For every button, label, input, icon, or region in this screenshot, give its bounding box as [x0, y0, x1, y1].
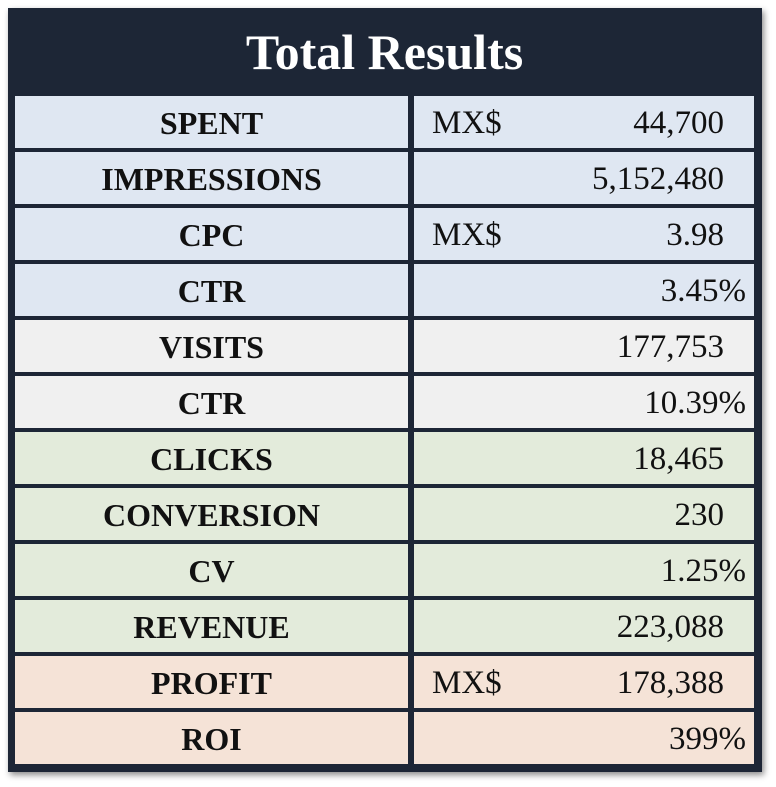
- table-row: SPENT MX$ 44,700: [15, 96, 754, 148]
- row-label: CTR: [15, 376, 408, 428]
- row-label: REVENUE: [15, 600, 408, 652]
- row-group: VISITS 177,753 CTR 10.39%: [15, 320, 754, 428]
- table-row: CPC MX$ 3.98: [15, 208, 754, 260]
- value-cell: 5,152,480: [414, 152, 754, 204]
- value-cell: 1.25%: [414, 544, 754, 596]
- table-row: PROFIT MX$ 178,388: [15, 656, 754, 708]
- table-row: CONVERSION 230: [15, 488, 754, 540]
- table-row: CTR 3.45%: [15, 264, 754, 316]
- value: 44,700: [633, 105, 724, 141]
- value: 178,388: [616, 665, 724, 701]
- value-cell: 10.39%: [414, 376, 754, 428]
- value-cell: 3.45%: [414, 264, 754, 316]
- row-label: CV: [15, 544, 408, 596]
- table-row: CTR 10.39%: [15, 376, 754, 428]
- value-cell: 230: [414, 488, 754, 540]
- row-label: IMPRESSIONS: [15, 152, 408, 204]
- row-label: CPC: [15, 208, 408, 260]
- table-row: VISITS 177,753: [15, 320, 754, 372]
- row-group: CLICKS 18,465 CONVERSION 230 CV 1.25% REVENUE 2…: [15, 432, 754, 652]
- currency: MX$: [432, 665, 502, 701]
- value: 18,465: [633, 441, 724, 477]
- value-cell: 223,088: [414, 600, 754, 652]
- value-cell: MX$ 3.98: [414, 208, 754, 260]
- value: 230: [674, 497, 725, 533]
- row-group: PROFIT MX$ 178,388 ROI 399%: [15, 656, 754, 764]
- value-cell: MX$ 44,700: [414, 96, 754, 148]
- currency: MX$: [432, 105, 502, 141]
- row-label: PROFIT: [15, 656, 408, 708]
- value: 177,753: [616, 329, 724, 365]
- value: 3.98: [666, 217, 724, 253]
- currency: MX$: [432, 217, 502, 253]
- table-row: CLICKS 18,465: [15, 432, 754, 484]
- value-cell: 177,753: [414, 320, 754, 372]
- row-label: ROI: [15, 712, 408, 764]
- value: 5,152,480: [592, 161, 724, 197]
- value-cell: 18,465: [414, 432, 754, 484]
- row-label: CTR: [15, 264, 408, 316]
- table-row: IMPRESSIONS 5,152,480: [15, 152, 754, 204]
- value: 10.39%: [644, 385, 746, 421]
- row-label: CONVERSION: [15, 488, 408, 540]
- results-card: Total Results SPENT MX$ 44,700 IMPRESSIONS 5…: [8, 8, 762, 772]
- value: 1.25%: [660, 553, 746, 589]
- value-cell: MX$ 178,388: [414, 656, 754, 708]
- row-group: SPENT MX$ 44,700 IMPRESSIONS 5,152,480 CPC MX$…: [15, 96, 754, 316]
- row-label: CLICKS: [15, 432, 408, 484]
- row-label: SPENT: [15, 96, 408, 148]
- value: 223,088: [616, 609, 724, 645]
- value: 3.45%: [660, 273, 746, 309]
- value: 399%: [669, 721, 746, 757]
- results-table: SPENT MX$ 44,700 IMPRESSIONS 5,152,480 CPC MX$…: [15, 96, 754, 764]
- value-cell: 399%: [414, 712, 754, 764]
- table-row: CV 1.25%: [15, 544, 754, 596]
- table-row: ROI 399%: [15, 712, 754, 764]
- title: Total Results: [245, 24, 524, 80]
- row-label: VISITS: [15, 320, 408, 372]
- table-row: REVENUE 223,088: [15, 600, 754, 652]
